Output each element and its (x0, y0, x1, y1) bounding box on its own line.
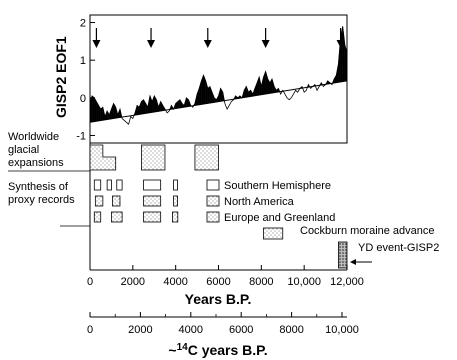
warm-fill-segment (91, 95, 95, 123)
c14-tick-label: 0 (87, 324, 93, 336)
c14-axis: 0 2000 4000 6000 8000 10,000 ~14C years B.P. (87, 312, 359, 358)
yd-label: YD event-GISP2 (358, 242, 439, 254)
proxy-box (116, 179, 123, 191)
proxy-box (112, 195, 121, 207)
c14-tick-label: 6000 (229, 324, 253, 336)
proxy-box (143, 179, 162, 191)
years-bp-ticks: 0 2000 4000 6000 8000 10,000 12,000 (87, 265, 364, 288)
years-bp-title: Years B.P. (185, 291, 252, 307)
y-tick-label: 1 (80, 55, 86, 67)
legend-swatch-sh (206, 179, 220, 191)
c14-title: ~14C years B.P. (168, 342, 267, 358)
x-tick-label: 0 (87, 276, 93, 288)
warm-fill-segment (207, 86, 211, 104)
gisp2-plot: 2 1 0 -1 GISP2 EOF1 (53, 14, 348, 144)
proxy-box (106, 179, 112, 191)
c14-tick-label: 2000 (128, 324, 152, 336)
label-synthesis-of: Synthesis of (8, 181, 69, 193)
label-glacial: glacial (8, 144, 39, 156)
legend-eg: Europe and Greenland (224, 212, 335, 224)
legend: Southern Hemisphere North America Europe… (206, 179, 335, 224)
c14-tick-label: 10,000 (325, 324, 359, 336)
proxy-box (93, 179, 102, 191)
glacial-box (194, 144, 219, 171)
c14-ticks: 0 2000 4000 6000 8000 10,000 (87, 312, 359, 336)
y-tick-label: -1 (76, 130, 86, 142)
c14-tick-label: 4000 (179, 324, 203, 336)
proxy-box (143, 195, 162, 207)
y-axis-title: GISP2 EOF1 (53, 36, 69, 118)
warm-fill (89, 26, 348, 123)
label-worldwide: Worldwide (8, 131, 59, 143)
arrow-marker (203, 28, 212, 48)
glacial-box (140, 144, 166, 171)
glacial-box (89, 144, 117, 171)
label-expansions: expansions (8, 157, 64, 169)
trend-line (89, 80, 348, 123)
legend-swatch-na (206, 195, 220, 207)
cockburn-box (263, 227, 284, 240)
proxy-box (173, 195, 178, 207)
y-tick-label: 0 (80, 93, 86, 105)
arrow-marker (92, 28, 101, 48)
proxy-box (93, 211, 102, 223)
glacial-expansion-boxes (89, 144, 219, 171)
y-tick-label: 2 (80, 18, 86, 30)
legend-na: North America (224, 196, 295, 208)
y-axis-ticks: 2 1 0 -1 (76, 18, 95, 142)
x-tick-label: 2000 (121, 276, 145, 288)
proxy-box (111, 211, 123, 223)
x-tick-label: 10,000 (287, 276, 321, 288)
yd-event-box (338, 241, 348, 269)
cockburn-label: Cockburn moraine advance (300, 225, 435, 237)
proxy-box (173, 179, 178, 191)
arrow-marker (336, 28, 345, 48)
c14-tick-label: 8000 (279, 324, 303, 336)
arrow-markers (92, 28, 345, 48)
proxy-box (172, 211, 179, 223)
years-bp-axis: 0 2000 4000 6000 8000 10,000 12,000 Years B.P. (87, 265, 364, 307)
proxy-box (94, 195, 104, 207)
legend-sh: Southern Hemisphere (224, 180, 331, 192)
proxy-record-boxes (93, 179, 179, 223)
x-tick-label: 8000 (249, 276, 273, 288)
eof1-series-line (89, 26, 348, 125)
x-tick-label: 12,000 (330, 276, 364, 288)
arrow-marker (261, 28, 270, 48)
x-tick-label: 4000 (163, 276, 187, 288)
arrow-marker (147, 28, 156, 48)
proxy-box (143, 211, 162, 223)
label-proxy-records: proxy records (8, 194, 75, 206)
legend-swatch-eg (206, 211, 220, 223)
yd-arrow-head (350, 259, 356, 265)
x-tick-label: 6000 (206, 276, 230, 288)
